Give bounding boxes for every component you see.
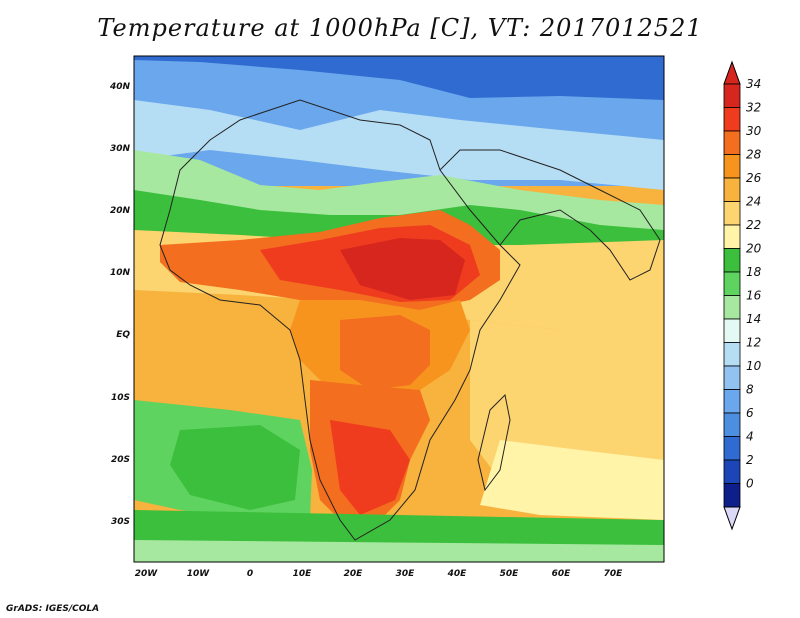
colorbar-label: 14 [746,312,761,326]
colorbar-label: 18 [746,265,762,279]
colorbar-swatch [723,389,741,414]
colorbar-label: 4 [746,430,754,444]
lat-label: 20S [111,455,130,465]
colorbar-label: 34 [746,77,761,91]
colorbar-swatch [723,271,741,296]
lat-label: 30N [110,144,131,154]
colorbar-label: 24 [746,195,761,209]
temperature-field [134,56,664,562]
lat-label: 40N [109,82,131,92]
colorbar-over-arrow [723,60,741,85]
colorbar-swatch [723,248,741,273]
colorbar-label: 16 [746,289,762,303]
colorbar-swatch [723,201,741,226]
lat-label: 30S [111,517,130,527]
colorbar-swatch [723,177,741,202]
colorbar-swatch [723,83,741,108]
colorbar-swatch [723,295,741,320]
lon-label: 0 [247,569,253,579]
colorbar-swatch [723,436,741,461]
colorbar-label: 12 [746,336,761,350]
colorbar-label: 0 [746,477,754,491]
colorbar-label: 32 [746,101,761,115]
colorbar-label: 2 [746,453,754,467]
lon-label: 10E [293,569,313,579]
coastlines [159,99,661,541]
colorbar-swatch [723,130,741,155]
lon-label: 50E [500,569,520,579]
colorbar-swatch [723,459,741,484]
colorbar-label: 10 [746,359,762,373]
lat-label: 20N [110,206,131,216]
colorbar-label: 30 [746,124,762,138]
lon-label: 10W [187,569,211,579]
colorbar-swatch [723,483,741,508]
lon-label: 40E [447,569,468,579]
colorbar-label: 22 [746,218,761,232]
colorbar-label: 6 [746,406,754,420]
colorbar-label: 20 [746,242,762,256]
lon-label: 20E [344,569,364,579]
colorbar-swatch [723,365,741,390]
colorbar-swatch [723,318,741,343]
colorbar-swatch [723,224,741,249]
plot-frame [133,55,665,563]
lat-label: 10S [111,393,130,403]
colorbar-under-arrow [723,506,741,531]
colorbar-swatch [723,154,741,179]
lon-label: 20W [135,569,159,579]
colorbar-label: 8 [746,383,754,397]
colorbar-swatch [723,412,741,437]
colorbar-label: 28 [746,148,762,162]
colorbar-label: 26 [746,171,762,185]
map-title: Temperature at 1000hPa [C], VT: 20170125… [97,14,703,42]
lon-label: 60E [552,569,572,579]
lat-label: EQ [116,330,130,340]
colorbar-swatch [723,342,741,367]
colorbar-swatch [723,107,741,132]
lon-label: 70E [604,569,624,579]
lon-label: 30E [396,569,416,579]
credit-text: GrADS: IGES/COLA [6,604,100,614]
lat-label: 10N [110,268,131,278]
